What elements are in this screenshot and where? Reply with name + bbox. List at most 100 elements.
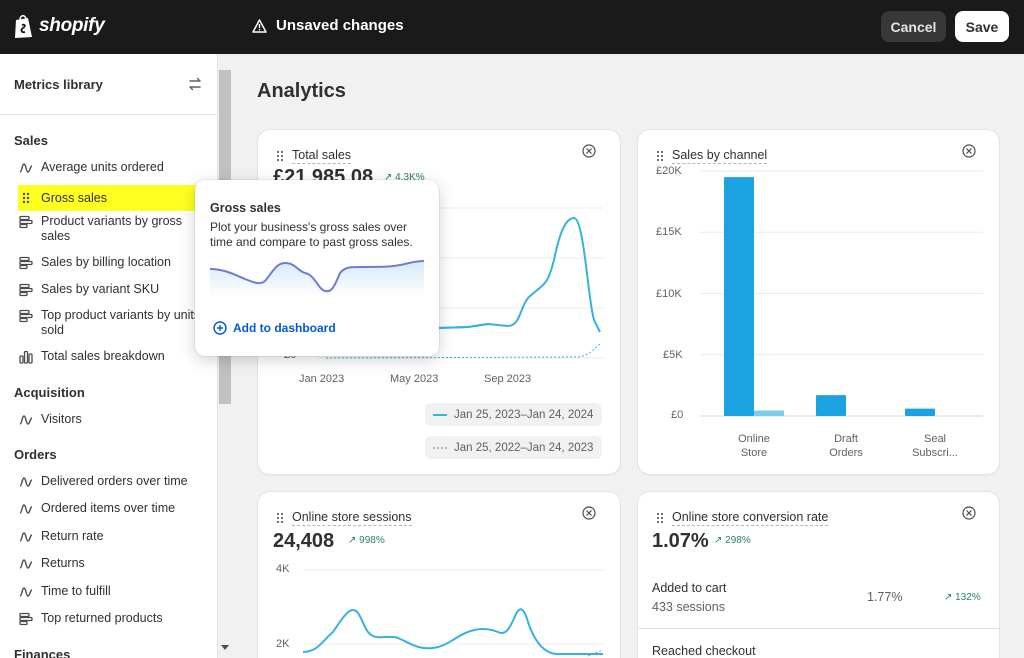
section-sales: Sales: [14, 133, 48, 148]
cancel-button[interactable]: Cancel: [881, 11, 946, 42]
y-tick: £15K: [656, 226, 682, 238]
sidebar-item-product-variants-by-gross-sales[interactable]: Product variants by gross sales: [18, 214, 202, 244]
line-chart-icon: [18, 160, 33, 175]
y-tick: £20K: [656, 165, 682, 177]
plus-circle-icon: [213, 321, 227, 335]
sidebar-item-label: Sales by billing location: [41, 255, 171, 269]
swap-icon[interactable]: [187, 76, 203, 92]
drag-handle-icon[interactable]: [276, 512, 284, 524]
sidebar-item-label: Delivered orders over time: [41, 474, 188, 488]
card-title: Online store sessions: [292, 510, 412, 526]
tooltip-title: Gross sales: [210, 201, 281, 215]
drag-handle-icon[interactable]: [656, 150, 664, 162]
section-orders: Orders: [14, 447, 57, 462]
sidebar-title: Metrics library: [14, 76, 103, 92]
legend-previous-period: Jan 25, 2022–Jan 24, 2023: [425, 436, 602, 459]
scroll-down-arrow-icon[interactable]: [221, 645, 229, 650]
bar-current-2[interactable]: [905, 408, 935, 416]
bar-current-1[interactable]: [816, 395, 846, 416]
line-chart-icon: [18, 529, 33, 544]
card-header: Online store conversion rate: [656, 510, 829, 526]
metrics-library-sidebar: Metrics library Sales Average units orde…: [0, 54, 218, 658]
sidebar-item-returns[interactable]: Returns: [18, 556, 202, 571]
section-acquisition: Acquisition: [14, 385, 85, 400]
shopify-logo[interactable]: shopify: [13, 13, 105, 39]
x-category-label: Draft Orders: [829, 433, 863, 459]
sidebar-item-label: Sales by variant SKU: [41, 282, 160, 296]
drag-handle-icon[interactable]: [656, 512, 664, 524]
tooltip-description: Plot your business's gross sales over ti…: [210, 220, 413, 249]
brand-name: shopify: [39, 15, 105, 36]
y-tick: £0: [671, 409, 684, 421]
conversion-rate-card[interactable]: Online store conversion rate 1.07% ↗ 298…: [638, 492, 999, 658]
sessions-value: 24,408: [273, 530, 335, 552]
save-button[interactable]: Save: [955, 11, 1009, 42]
sidebar-item-ordered-items-over-time[interactable]: Ordered items over time: [18, 501, 202, 516]
divider: [638, 628, 999, 629]
sales-by-channel-bar-chart: [700, 170, 983, 417]
x-category-label: Seal Subscri...: [912, 433, 958, 459]
unsaved-changes-notice: Unsaved changes: [252, 17, 404, 34]
card-header: Sales by channel: [656, 148, 768, 164]
sessions-line-chart: [302, 569, 604, 657]
delta-value: 4.3K%: [395, 172, 425, 183]
sidebar-item-gross-sales[interactable]: Gross sales: [18, 185, 197, 211]
card-header: Online store sessions: [276, 510, 412, 526]
bar-list-icon: [18, 308, 33, 323]
y-tick: £10K: [656, 288, 682, 300]
sidebar-header: Metrics library: [0, 54, 217, 115]
online-store-sessions-card[interactable]: Online store sessions 24,408 ↗ 998% 4K 2…: [258, 492, 620, 658]
add-to-dashboard-button[interactable]: Add to dashboard: [213, 321, 336, 335]
sidebar-item-label: Total sales breakdown: [41, 349, 165, 363]
x-tick: Sep 2023: [484, 373, 532, 385]
bar-current-0[interactable]: [724, 177, 754, 416]
sidebar-item-total-sales-breakdown[interactable]: Total sales breakdown: [18, 349, 202, 364]
sidebar-item-label: Visitors: [41, 412, 82, 426]
close-circle-icon[interactable]: [962, 506, 976, 520]
sidebar-item-top-returned-products[interactable]: Top returned products: [18, 611, 202, 626]
dotted-line-swatch: [433, 446, 447, 449]
sidebar-item-label: Top product variants by units sold: [41, 308, 201, 337]
bar-list-icon: [18, 214, 33, 229]
delta-value: 132%: [955, 592, 981, 603]
unsaved-label: Unsaved changes: [276, 17, 404, 34]
sidebar-item-label: Returns: [41, 556, 85, 570]
legend-current-period: Jan 25, 2023–Jan 24, 2024: [425, 403, 602, 426]
sidebar-item-average-units-ordered[interactable]: Average units ordered: [18, 160, 202, 175]
line-chart-icon: [18, 474, 33, 489]
bar-previous-0[interactable]: [754, 410, 784, 416]
add-to-dashboard-label: Add to dashboard: [233, 321, 336, 335]
bar-chart-icon: [18, 349, 33, 364]
y-tick: 4K: [276, 563, 290, 575]
conversion-value: 1.07%: [652, 530, 709, 552]
funnel-step-label: Added to cart: [652, 581, 727, 595]
sidebar-item-delivered-orders-over-time[interactable]: Delivered orders over time: [18, 474, 202, 489]
sidebar-item-return-rate[interactable]: Return rate: [18, 529, 202, 544]
funnel-step-sessions: 433 sessions: [652, 600, 725, 614]
sidebar-item-sales-by-variant-sku[interactable]: Sales by variant SKU: [18, 282, 202, 297]
gross-sales-tooltip: Gross sales Plot your business's gross s…: [195, 180, 439, 356]
funnel-step-label: Reached checkout: [652, 644, 756, 658]
delta-value: 298%: [725, 535, 751, 546]
line-chart-icon: [18, 584, 33, 599]
close-circle-icon[interactable]: [582, 506, 596, 520]
warning-icon: [252, 18, 267, 33]
sidebar-item-label: Gross sales: [41, 190, 107, 205]
sidebar-item-visitors[interactable]: Visitors: [18, 412, 202, 427]
close-circle-icon[interactable]: [962, 144, 976, 158]
top-bar: shopify Unsaved changes Cancel Save: [0, 0, 1024, 54]
card-title: Online store conversion rate: [672, 510, 829, 526]
x-tick: Jan 2023: [299, 373, 345, 385]
sidebar-item-label: Product variants by gross sales: [41, 214, 183, 243]
sidebar-item-sales-by-billing-location[interactable]: Sales by billing location: [18, 255, 202, 270]
x-tick: May 2023: [390, 373, 439, 385]
sidebar-item-top-product-variants-by-units-sold[interactable]: Top product variants by units sold: [18, 308, 217, 338]
card-title: Sales by channel: [672, 148, 768, 164]
sidebar-item-time-to-fulfill[interactable]: Time to fulfill: [18, 584, 202, 599]
legend-label: Jan 25, 2022–Jan 24, 2023: [454, 441, 594, 454]
total-sales-delta: ↗ 4.3K%: [384, 172, 425, 183]
card-header: Total sales: [276, 148, 352, 164]
drag-handle-icon[interactable]: [276, 150, 284, 162]
close-circle-icon[interactable]: [582, 144, 596, 158]
sales-by-channel-card[interactable]: Sales by channel £20K £15K £10K £5K £0 O…: [638, 130, 999, 474]
